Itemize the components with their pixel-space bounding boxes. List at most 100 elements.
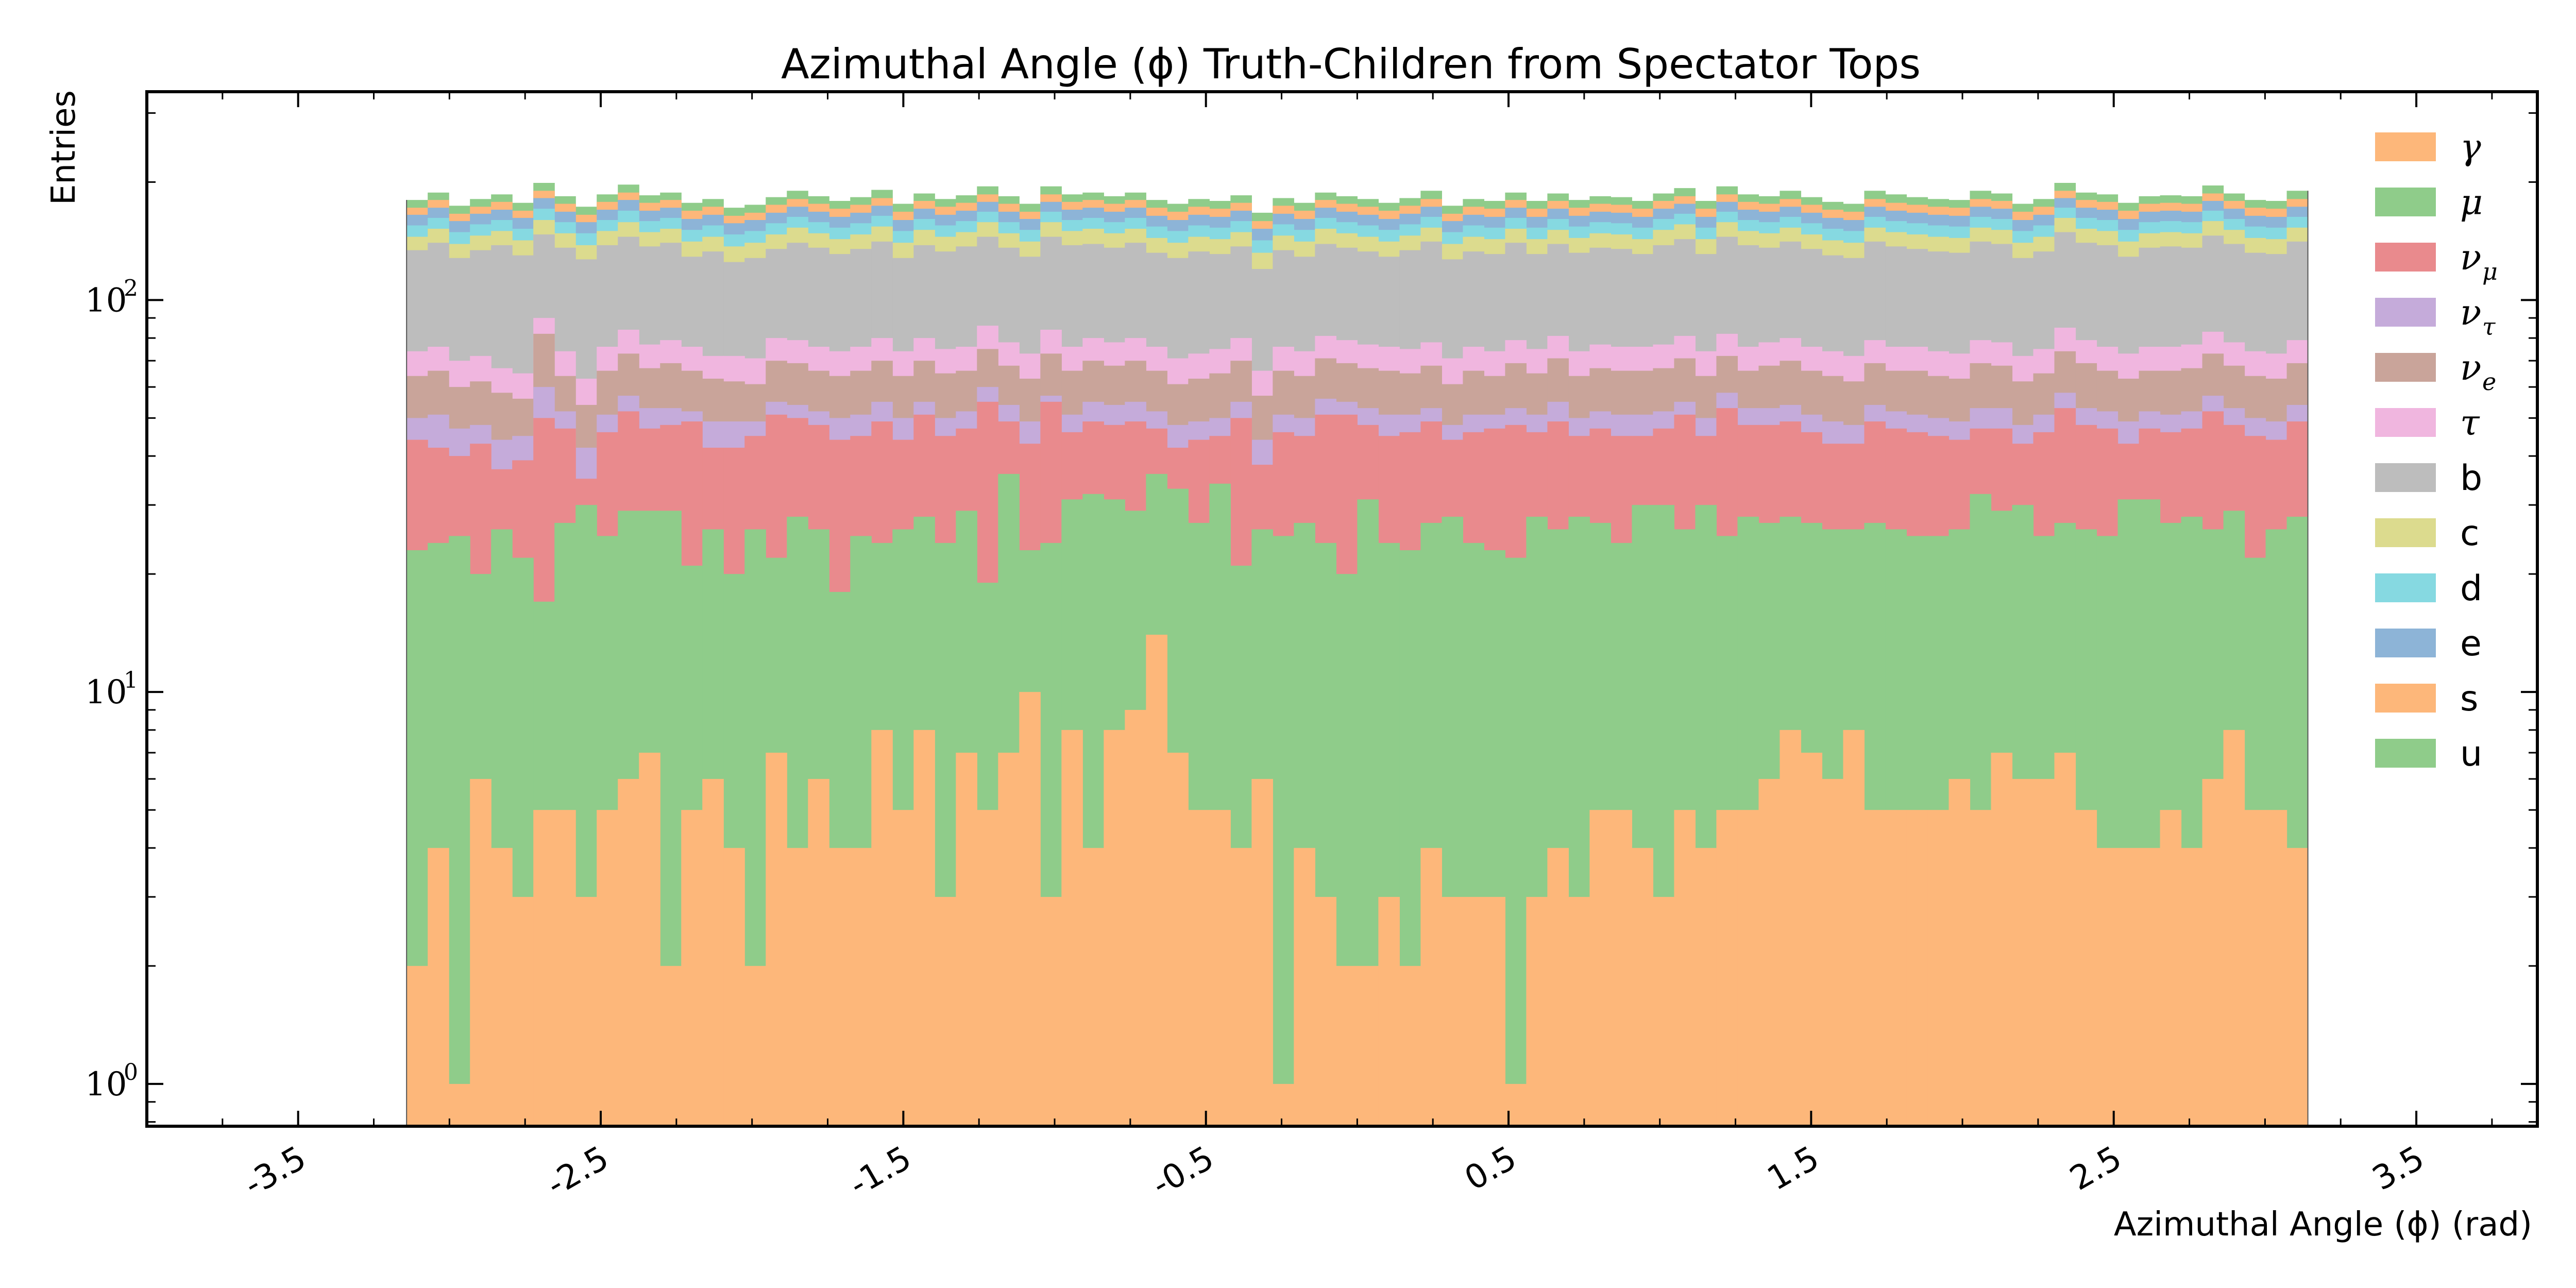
bar-s-15 [723,848,745,1126]
ytick-label: 10 [85,281,127,319]
bar-s-31 [1061,730,1083,1126]
bar-s-55 [1568,896,1590,1126]
legend-label-subscript: e [2482,368,2496,396]
bar-s-51 [1484,896,1505,1126]
legend-label: ν [2460,293,2481,333]
bar-s-20 [829,848,851,1126]
bar-s-87 [2244,810,2266,1126]
bar-s-57 [1611,810,1633,1126]
bar-u-41 [1273,536,1294,1126]
bar-s-79 [2075,810,2097,1126]
xtick-label: -1.5 [843,1139,918,1205]
bar-s-39 [1230,848,1252,1126]
bar-s-0 [406,965,428,1126]
bar-s-23 [892,810,914,1126]
bar-u-2 [449,536,470,1126]
ytick-exponent: 1 [124,667,138,693]
legend-label: ν [2460,348,2481,388]
plot-frame [145,90,2539,1128]
bar-s-25 [935,896,956,1126]
bar-s-66 [1801,752,1823,1126]
ytick-exponent: 2 [124,275,138,301]
ytick-label: 10 [85,1065,127,1104]
bar-s-77 [2033,778,2055,1126]
bar-s-45 [1357,965,1379,1126]
bar-s-80 [2096,848,2119,1126]
bar-s-84 [2181,848,2203,1126]
bar-s-72 [1927,810,1950,1126]
legend-label: γ [2460,127,2481,168]
bar-s-13 [681,810,703,1126]
bar-s-17 [766,752,787,1126]
legend-label: c [2460,513,2479,554]
bar-s-34 [1125,709,1146,1126]
bar-s-49 [1442,896,1463,1126]
bar-s-68 [1843,730,1865,1126]
xtick-label: 2.5 [2064,1139,2128,1198]
legend-swatch [2375,629,2436,657]
xtick-label: 3.5 [2366,1139,2431,1198]
bar-s-33 [1104,730,1125,1126]
legend-swatch [2375,518,2436,547]
bar-s-19 [808,778,829,1126]
bar-s-63 [1737,810,1759,1126]
legend-label: τ [2460,403,2480,444]
legend-swatch [2375,353,2436,382]
ytick-label: 10 [85,673,127,711]
bar-s-89 [2286,848,2309,1126]
bar-s-35 [1146,634,1167,1126]
bar-s-38 [1209,810,1231,1126]
legend-label: μ [2460,182,2483,223]
bar-s-40 [1251,778,1273,1126]
bar-s-78 [2054,752,2076,1126]
bar-s-32 [1082,848,1104,1126]
legend-swatch [2375,684,2436,713]
bar-s-69 [1864,810,1886,1126]
legend-swatch [2375,408,2436,437]
bar-s-74 [1970,810,1992,1126]
bar-s-10 [618,778,639,1126]
bar-s-7 [554,810,576,1126]
bar-s-67 [1822,778,1844,1126]
bar-s-46 [1378,896,1400,1126]
bar-s-9 [597,810,618,1126]
bar-s-85 [2202,778,2224,1126]
x-axis-label: Azimuthal Angle (ϕ) (rad) [2114,1206,2532,1244]
bar-s-86 [2223,730,2245,1126]
bar-s-21 [850,848,872,1126]
legend-label-subscript: μ [2482,258,2498,285]
bar-s-73 [1948,778,1971,1126]
bar-s-36 [1167,752,1189,1126]
bar-s-2 [449,1083,470,1126]
bar-s-82 [2139,848,2161,1126]
bar-s-62 [1716,810,1738,1126]
bar-s-12 [660,965,682,1126]
bar-u-52 [1505,557,1527,1126]
bar-s-56 [1589,810,1612,1126]
bar-s-11 [639,752,660,1126]
legend-swatch [2375,739,2436,768]
bar-s-75 [1991,752,2013,1126]
bar-s-27 [977,810,998,1126]
xtick-label: -2.5 [540,1139,615,1205]
legend-swatch [2375,132,2436,161]
bar-s-61 [1695,848,1717,1126]
legend-label: d [2460,568,2482,609]
legend-label: b [2460,458,2482,499]
bar-s-76 [2012,778,2034,1126]
legend-label: e [2460,623,2482,664]
bar-s-44 [1336,965,1358,1126]
bar-s-1 [428,848,449,1126]
bar-s-70 [1885,810,1907,1126]
bar-s-60 [1674,810,1696,1126]
legend-label-subscript: τ [2482,313,2496,341]
legend-label: ν [2460,238,2481,278]
bar-s-26 [956,752,977,1126]
bar-s-47 [1399,965,1421,1126]
xtick-label: -0.5 [1146,1139,1221,1205]
legend-swatch [2375,298,2436,327]
legend-label: s [2460,679,2478,719]
ytick-exponent: 0 [124,1059,138,1086]
